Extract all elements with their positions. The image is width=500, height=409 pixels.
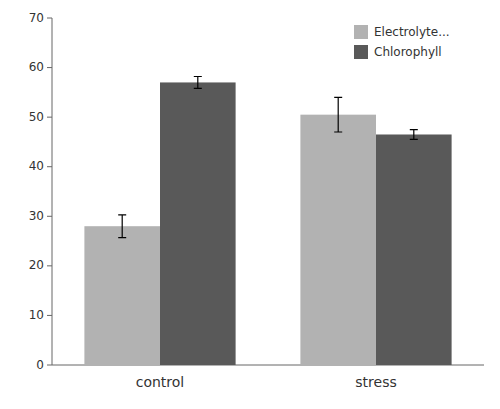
x-tick-label: control xyxy=(136,374,185,390)
y-tick-label: 30 xyxy=(29,209,44,223)
y-tick xyxy=(47,216,52,217)
y-axis-line xyxy=(52,18,53,365)
error-bar xyxy=(410,130,418,140)
chart-container: 0 10 20 30 40 50 60 70 control stress Electrolyte.… xyxy=(0,0,500,409)
chart: 0 10 20 30 40 50 60 70 control stress Electrolyte.… xyxy=(0,0,500,409)
y-tick xyxy=(47,265,52,266)
legend: Electrolyte... Chlorophyll xyxy=(354,25,450,60)
y-tick-label: 40 xyxy=(29,159,44,173)
series xyxy=(160,76,452,365)
y-tick-label: 10 xyxy=(29,308,44,322)
y-tick-label: 70 xyxy=(29,11,44,25)
y-tick-label: 50 xyxy=(29,110,44,124)
y-tick-label: 60 xyxy=(29,60,44,74)
error-bar xyxy=(334,97,342,132)
x-axis: control stress xyxy=(52,365,484,390)
legend-swatch xyxy=(354,45,368,59)
bar xyxy=(160,82,236,365)
plot-area xyxy=(84,76,451,365)
y-tick xyxy=(47,365,52,366)
x-tick-label: stress xyxy=(355,374,396,390)
y-tick-label: 0 xyxy=(36,358,44,372)
y-tick xyxy=(47,315,52,316)
y-tick xyxy=(47,117,52,118)
y-tick xyxy=(47,67,52,68)
bar xyxy=(300,115,376,365)
legend-swatch xyxy=(354,25,368,39)
legend-label: Chlorophyll xyxy=(374,45,442,59)
bar xyxy=(376,134,452,365)
y-tick xyxy=(47,166,52,167)
y-tick xyxy=(47,18,52,19)
error-bar xyxy=(118,215,126,238)
y-axis: 0 10 20 30 40 50 60 70 xyxy=(29,11,52,372)
error-bar xyxy=(194,76,202,88)
legend-label: Electrolyte... xyxy=(374,25,450,39)
bar xyxy=(84,226,160,365)
y-tick-label: 20 xyxy=(29,258,44,272)
